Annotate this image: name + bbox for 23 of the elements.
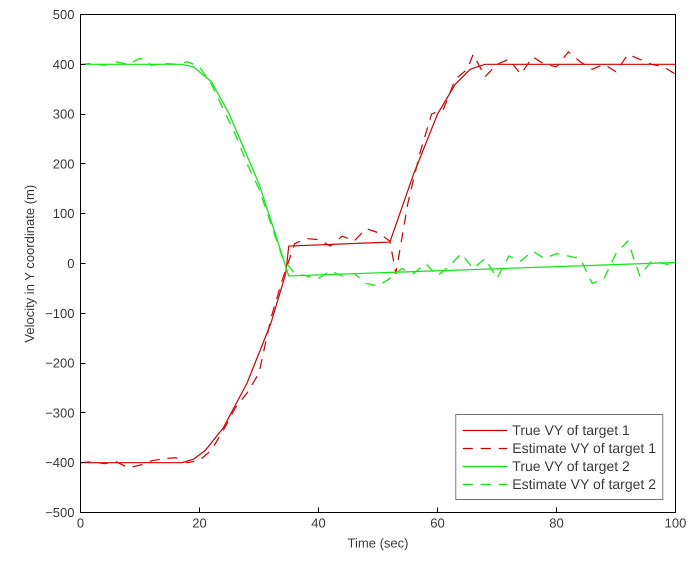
x-tick-label: 100 [664,516,686,530]
x-tick-label: 80 [549,516,564,530]
y-tick-label: −300 [45,405,75,420]
y-axis-title: Velocity in Y coordinate (m) [22,184,38,343]
y-tick-label: 100 [52,206,75,222]
legend-label: Estimate VY of target 2 [512,475,656,493]
y-tick-label: −200 [45,356,75,371]
x-tick-label: 40 [311,516,326,530]
y-tick-label: −500 [45,505,75,520]
y-tick-label: 0 [67,256,75,271]
y-tick-label: −400 [45,455,75,470]
x-tick-label: 0 [76,516,84,530]
legend-label: True VY of target 2 [512,457,630,475]
x-axis-title: Time (sec) [348,536,408,550]
legend-label: Estimate VY of target 1 [512,439,656,457]
y-tick-label: 200 [52,156,75,172]
y-tick-label: 400 [52,56,75,72]
legend-label: True VY of target 1 [512,421,630,439]
y-tick-label: 300 [52,106,75,122]
y-tick-label: 500 [52,7,75,22]
y-tick-label: −100 [45,306,75,321]
x-tick-label: 20 [192,516,207,530]
x-tick-label: 60 [430,516,445,530]
